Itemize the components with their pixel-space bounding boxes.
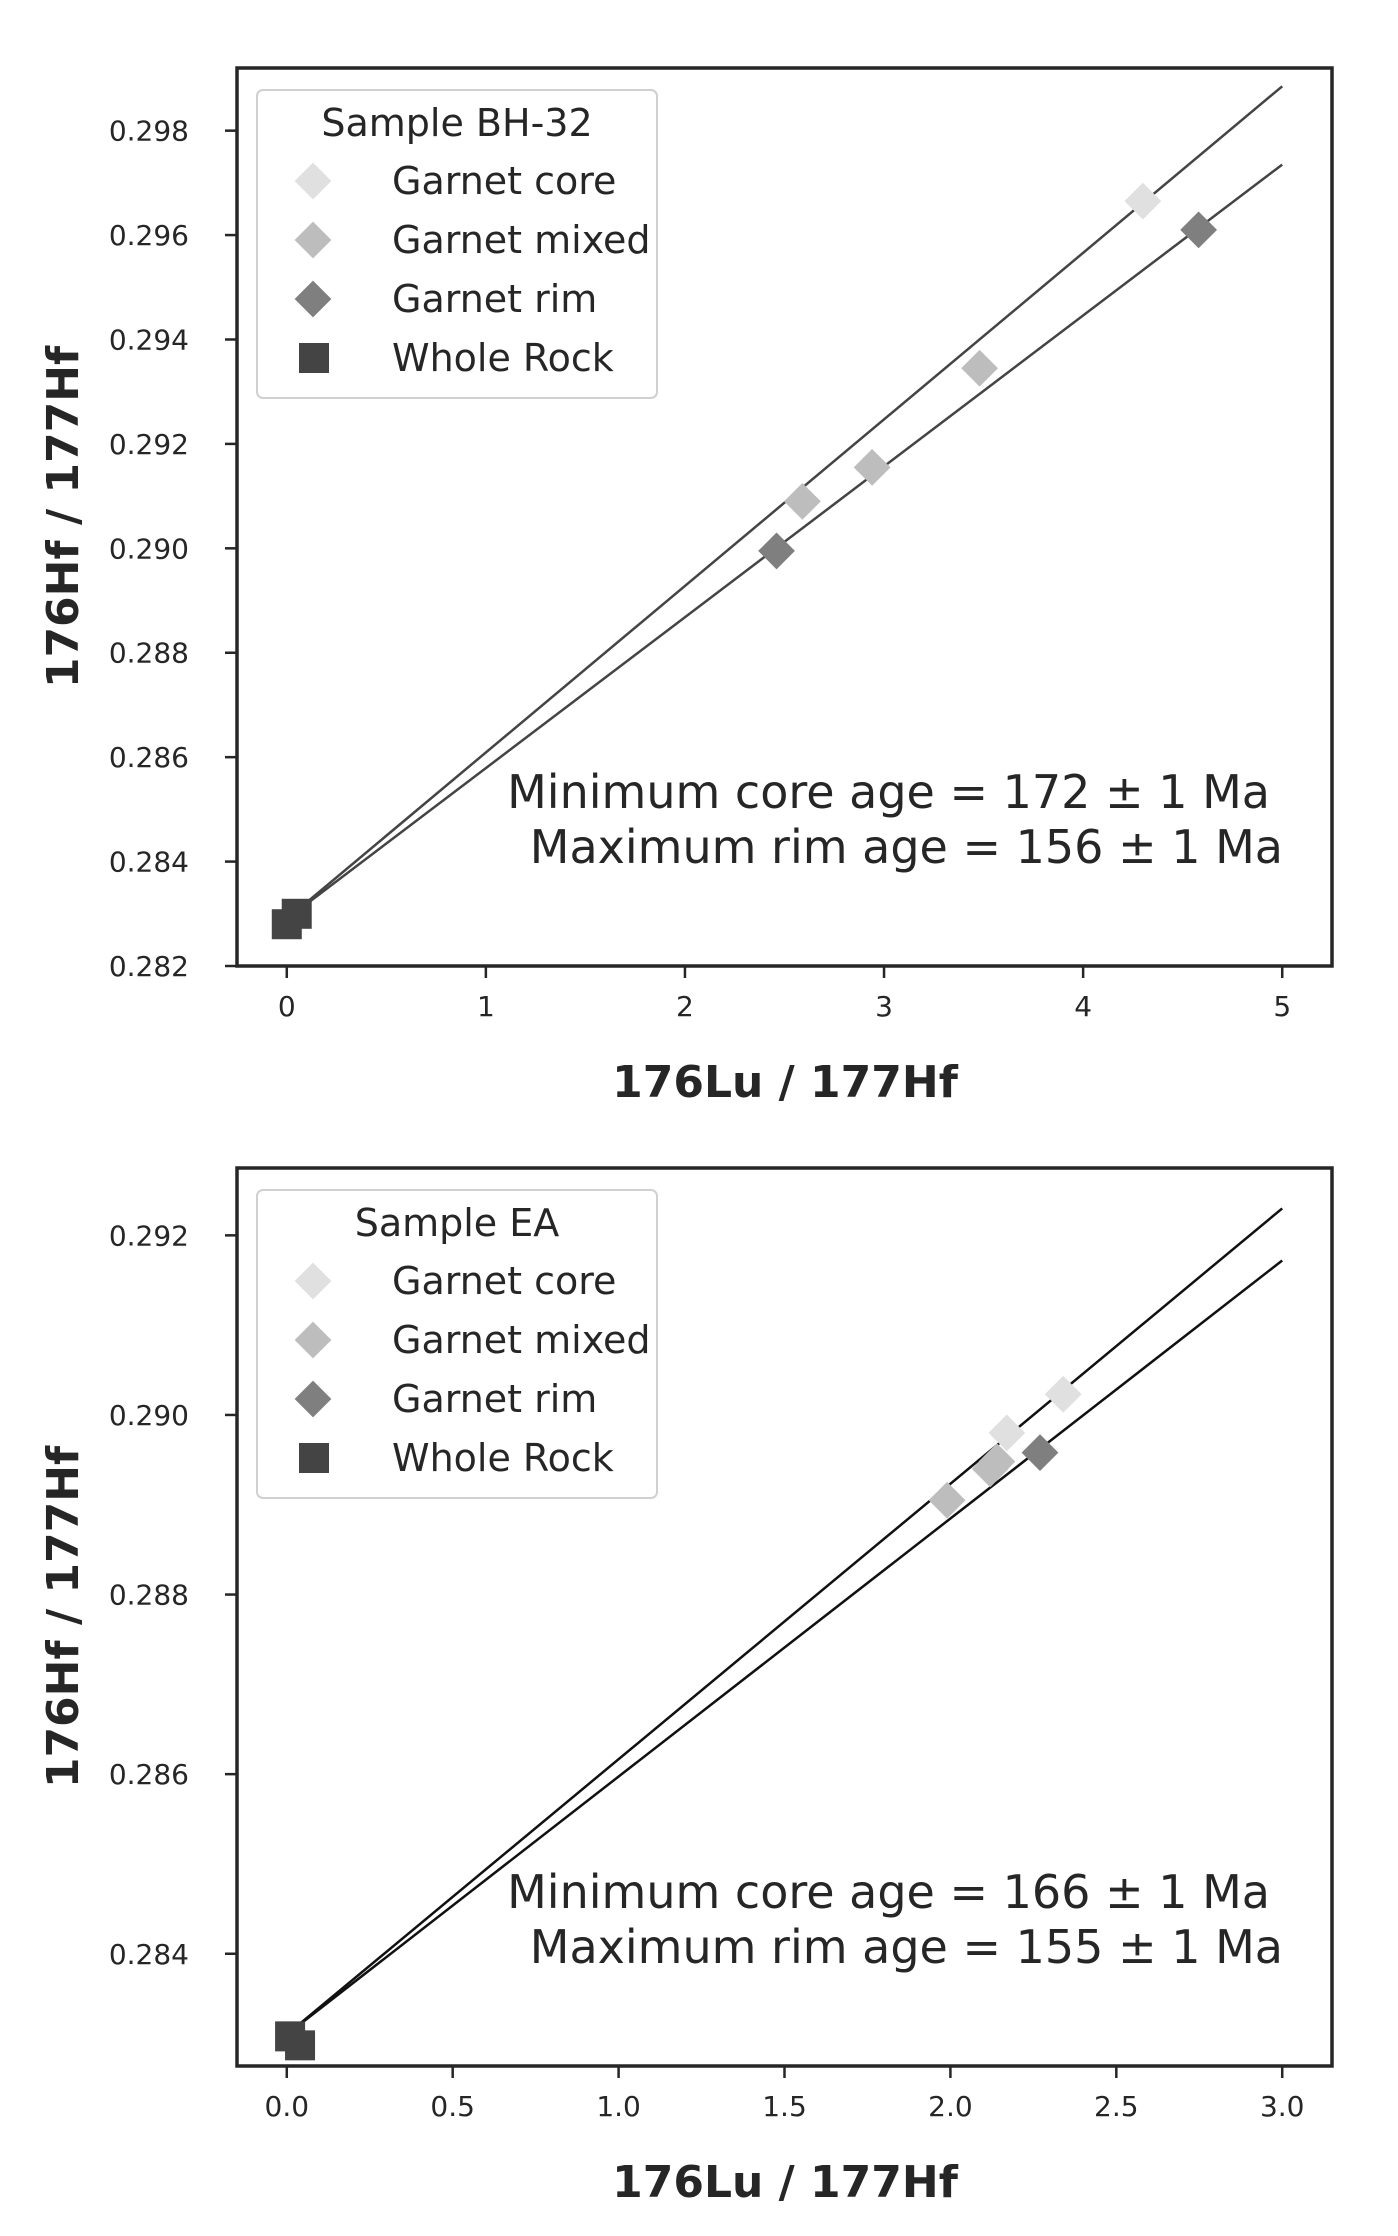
x-tick-label: 0.0 — [265, 2090, 310, 2123]
x-tick-label: 5 — [1273, 990, 1291, 1023]
legend-label-garnet-core: Garnet core — [392, 1259, 616, 1303]
legend-frame — [256, 89, 658, 399]
annotation-rim-age: Maximum rim age = 156 ± 1 Ma — [530, 820, 1283, 874]
y-tick-label: 0.296 — [109, 219, 189, 252]
x-tick-label: 1.5 — [762, 2090, 807, 2123]
x-tick-label: 1.0 — [596, 2090, 641, 2123]
legend-title: Sample EA — [355, 1201, 560, 1245]
legend-marker-garnet-rim — [294, 280, 332, 318]
legend-label-whole-rock: Whole Rock — [392, 336, 614, 380]
legend-marker-whole-rock — [299, 1443, 329, 1473]
y-tick-label: 0.288 — [109, 637, 189, 670]
annotation-rim-age: Maximum rim age = 155 ± 1 Ma — [530, 1920, 1283, 1974]
legend-marker-garnet-core — [294, 162, 332, 200]
y-tick-label: 0.294 — [109, 323, 189, 356]
y-axis-label: 176Hf / 177Hf — [38, 1445, 89, 1788]
legend-title: Sample BH-32 — [321, 101, 592, 145]
x-tick-label: 0 — [278, 990, 296, 1023]
legend-label-garnet-mixed: Garnet mixed — [392, 218, 651, 262]
point-garnet-mixed — [961, 349, 998, 387]
legend-marker-whole-rock — [299, 343, 329, 373]
legend-label-garnet-rim: Garnet rim — [392, 277, 597, 321]
point-garnet-core — [988, 1414, 1026, 1452]
y-tick-label: 0.292 — [109, 428, 189, 461]
legend-frame — [256, 1189, 658, 1499]
x-axis-label: 176Lu / 177Hf — [612, 1057, 959, 1108]
x-tick-label: 0.5 — [430, 2090, 475, 2123]
y-tick-label: 0.282 — [109, 950, 189, 983]
y-axis-label: 176Hf / 177Hf — [38, 345, 89, 688]
y-tick-label: 0.290 — [109, 1399, 189, 1432]
point-garnet-core — [1044, 1375, 1082, 1413]
legend-label-garnet-core: Garnet core — [392, 159, 616, 203]
plot-frame — [235, 66, 1334, 968]
legend-marker-garnet-core — [294, 1262, 332, 1300]
x-tick-label: 2.0 — [928, 2090, 973, 2123]
legend-marker-garnet-mixed — [294, 221, 332, 259]
point-garnet-rim — [758, 532, 795, 570]
y-tick-label: 0.284 — [109, 1938, 189, 1971]
y-tick-label: 0.286 — [109, 741, 189, 774]
isochron-line-2 — [286, 1259, 1283, 2036]
annotation-core-age: Minimum core age = 166 ± 1 Ma — [507, 1865, 1270, 1919]
y-tick-label: 0.286 — [109, 1758, 189, 1791]
x-tick-label: 2.5 — [1094, 2090, 1139, 2123]
x-axis-label: 176Lu / 177Hf — [612, 2157, 959, 2208]
point-garnet-mixed — [928, 1481, 966, 1519]
point-whole-rock — [281, 898, 312, 929]
point-garnet-rim — [1021, 1434, 1059, 1472]
y-tick-label: 0.298 — [109, 115, 189, 148]
y-tick-label: 0.290 — [109, 532, 189, 565]
point-garnet-core — [1124, 182, 1162, 220]
point-garnet-mixed — [853, 449, 891, 486]
x-tick-label: 3 — [875, 990, 893, 1023]
chart-panel-ea: 0.0 0.5 1.0 1.5 2.0 2.5 3.0 0.284 0.286 0.288 0.2… — [38, 1166, 1334, 2208]
legend-label-garnet-rim: Garnet rim — [392, 1377, 597, 1421]
point-garnet-mixed — [978, 1443, 1016, 1481]
isochron-line-1 — [285, 85, 1284, 920]
legend: Sample BH-32 Garnet core Garnet mixed Ga… — [256, 89, 658, 399]
chart-panel-bh32: 0 1 2 3 4 5 0.282 0.284 0.286 0.288 0.290 0.292 0.2… — [38, 66, 1334, 1108]
legend: Sample EA Garnet core Garnet mixed Garne… — [256, 1189, 658, 1499]
legend-label-garnet-mixed: Garnet mixed — [392, 1318, 651, 1362]
x-tick-label: 4 — [1074, 990, 1092, 1023]
point-garnet-rim — [1180, 211, 1217, 249]
y-tick-label: 0.284 — [109, 846, 189, 879]
isochron-line-1 — [285, 1207, 1284, 2036]
annotation-core-age: Minimum core age = 172 ± 1 Ma — [507, 765, 1270, 819]
y-tick-label: 0.288 — [109, 1579, 189, 1612]
x-tick-label: 2 — [676, 990, 694, 1023]
x-tick-label: 1 — [477, 990, 495, 1023]
y-tick-label: 0.292 — [109, 1219, 189, 1252]
legend-label-whole-rock: Whole Rock — [392, 1436, 614, 1480]
legend-marker-garnet-mixed — [294, 1321, 332, 1359]
point-garnet-mixed — [784, 482, 821, 520]
point-whole-rock — [285, 2030, 316, 2061]
x-tick-label: 3.0 — [1260, 2090, 1305, 2123]
legend-marker-garnet-rim — [294, 1380, 332, 1418]
